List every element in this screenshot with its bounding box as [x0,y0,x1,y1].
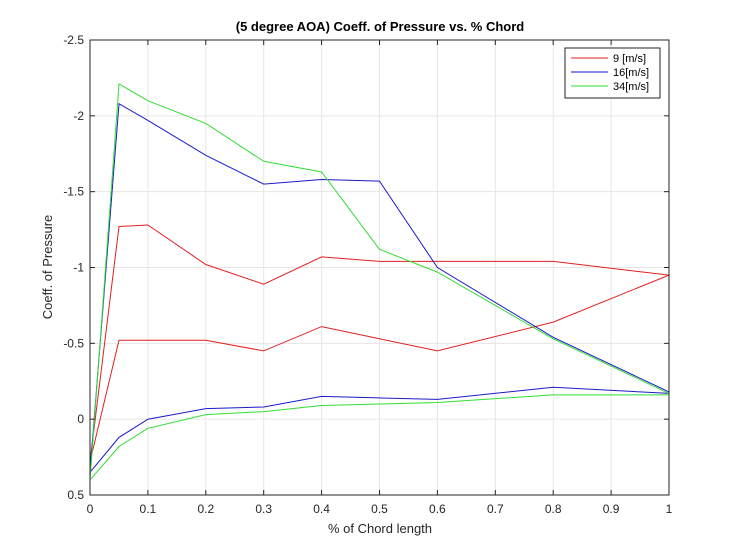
legend-label-1: 9 [m/s] [613,53,646,65]
y-tick-label: -0.5 [63,336,84,350]
axis-ticks: 0 0.1 0.2 0.3 0.4 0.5 0.6 0.7 0.8 0.9 1 -2.5 -2 -1.5 -… [63,33,672,516]
x-tick-label: 0.3 [255,502,272,516]
legend-label-2: 16[m/s] [613,67,649,79]
y-tick-label: -1 [73,261,84,275]
x-tick-label: 0.1 [140,502,157,516]
legend-entries: 9 [m/s] 16[m/s] 34[m/s] [571,53,649,93]
legend-label-3: 34[m/s] [613,81,649,93]
x-tick-label: 0.2 [197,502,214,516]
x-tick-label: 0.7 [487,502,504,516]
x-tick-label: 0.5 [371,502,388,516]
y-tick-label: -2 [73,109,84,123]
y-tick-label: 0 [77,412,84,426]
x-tick-label: 0.4 [313,502,330,516]
x-tick-label: 0.8 [545,502,562,516]
x-tick-label: 0 [87,502,94,516]
legend-box [564,47,661,99]
x-tick-label: 0.9 [603,502,620,516]
y-tick-label: 0.5 [67,488,84,502]
x-tick-label: 0.6 [429,502,446,516]
x-axis-label: % of Chord length [328,521,432,536]
y-axis-label: Coeff. of Pressure [40,215,55,320]
y-tick-label: -1.5 [63,185,84,199]
x-tick-label: 1 [666,502,673,516]
legend: 9 [m/s] 16[m/s] 34[m/s] [564,47,661,99]
y-tick-label: -2.5 [63,33,84,47]
chart-title: (5 degree AOA) Coeff. of Pressure vs. % … [236,19,525,34]
